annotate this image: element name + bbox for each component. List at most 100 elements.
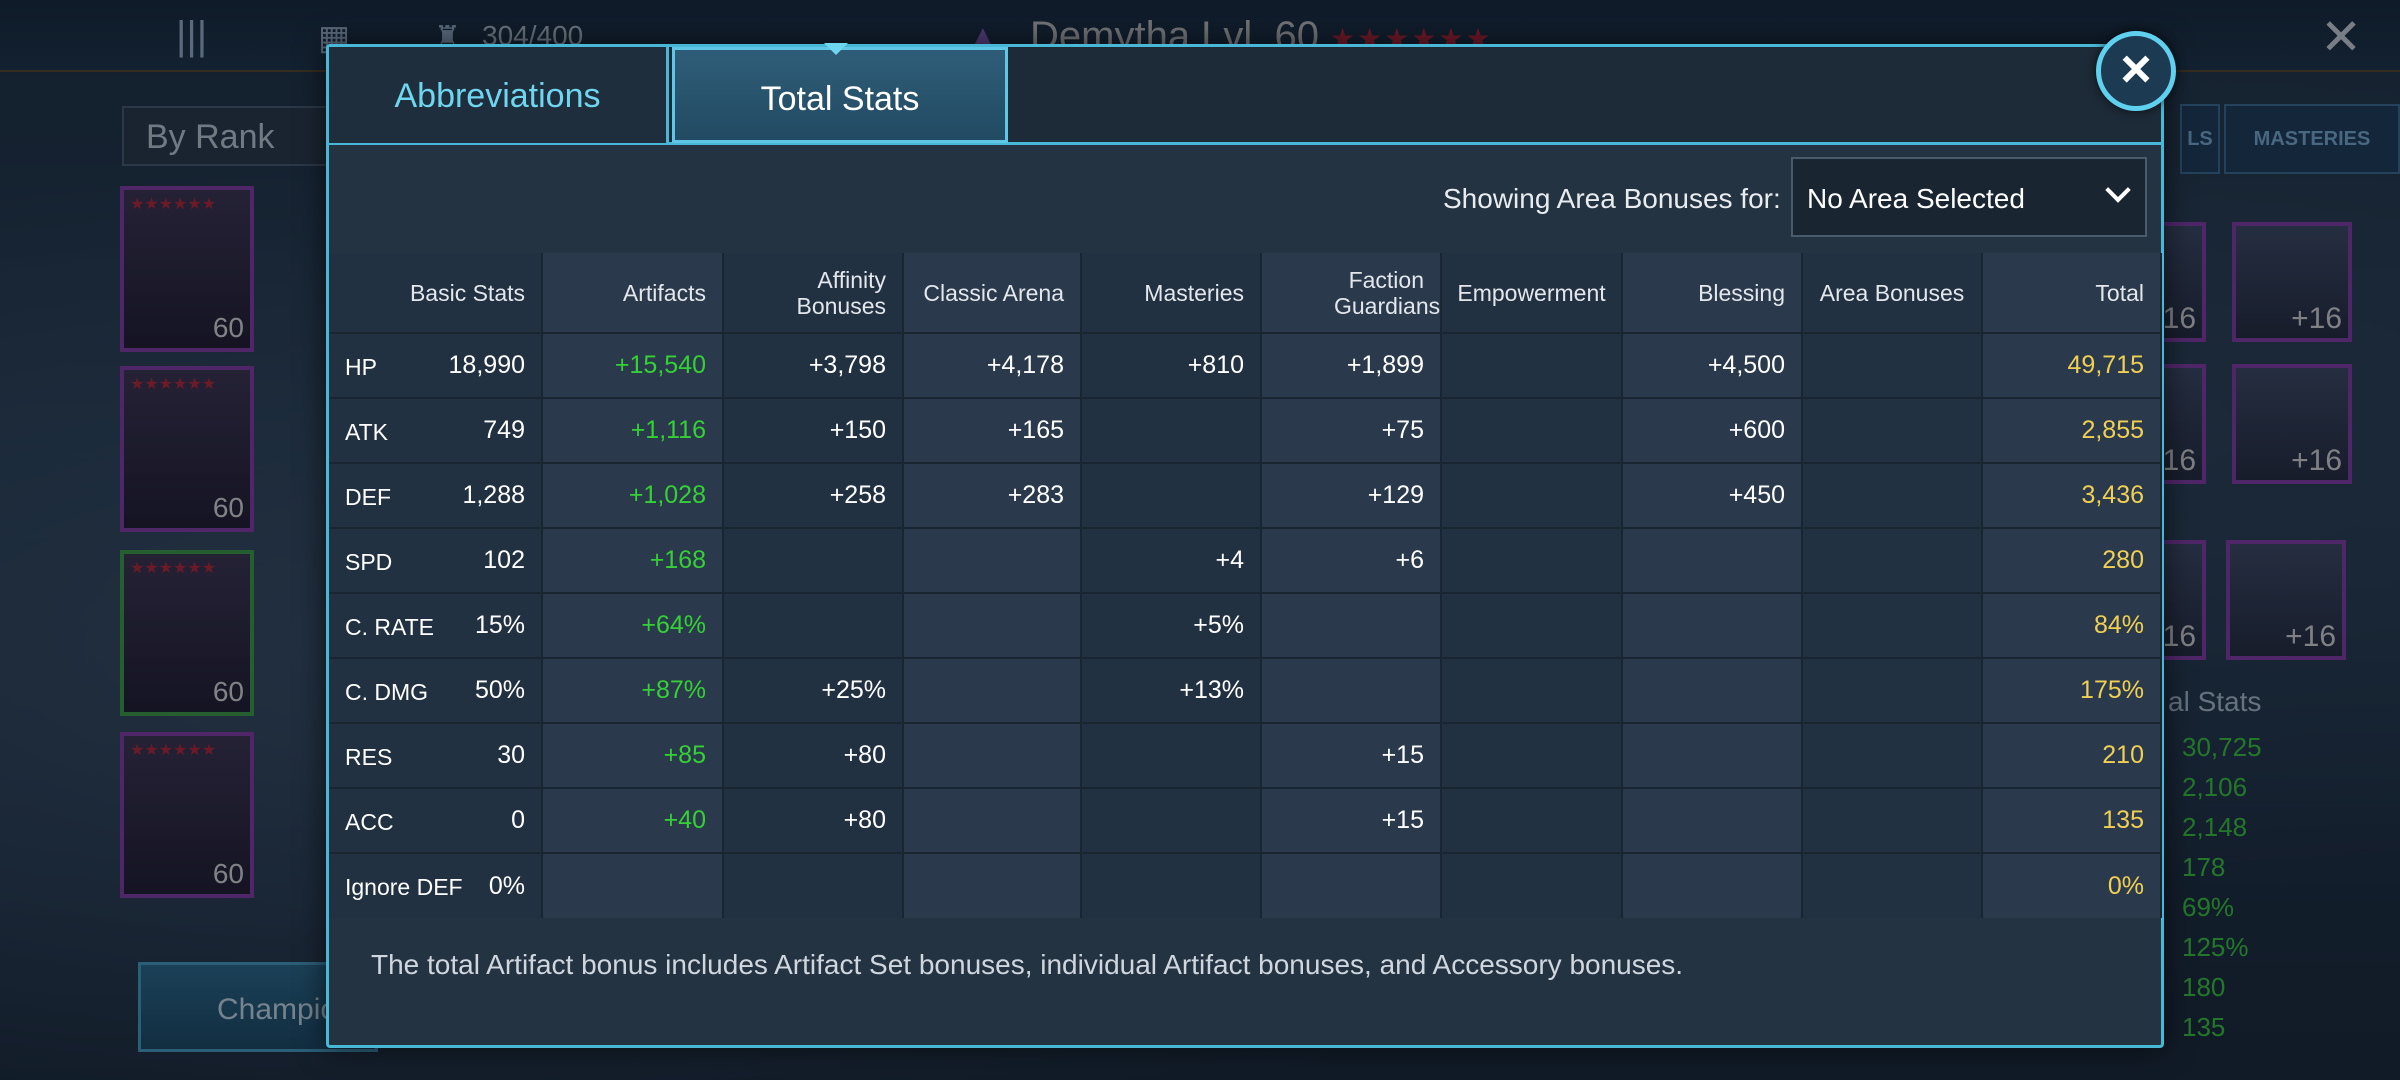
stat-cell — [1081, 397, 1262, 463]
stat-cell — [1802, 852, 1983, 918]
column-header: Total — [1982, 253, 2162, 333]
stat-cell: +4,178 — [903, 332, 1082, 398]
stat-value: 102 — [483, 546, 525, 574]
stat-cell — [723, 527, 904, 593]
stat-value: 15% — [474, 611, 525, 639]
stat-cell — [1622, 592, 1803, 658]
basic-stat-cell: RES 30 — [329, 722, 543, 788]
gear-slot[interactable]: +16 — [2232, 222, 2352, 342]
stat-cell — [1622, 657, 1803, 723]
stat-cell: +6 — [1261, 527, 1442, 593]
champion-card-stars: ★★★★★★ — [130, 376, 217, 393]
close-icon[interactable]: × — [2096, 31, 2176, 111]
stat-value: 0 — [511, 806, 525, 834]
table-row: ATK 749 +1,116 +150 +165 +75 +600 2,855 — [329, 397, 2162, 463]
stat-label: C. DMG — [345, 679, 429, 705]
stat-cell — [1622, 527, 1803, 593]
stat-cell — [903, 657, 1082, 723]
stat-value: 50% — [474, 676, 525, 704]
stat-label: Ignore DEF — [345, 874, 463, 900]
stat-cell — [903, 592, 1082, 658]
basic-stat-cell: Ignore DEF 0% — [329, 852, 543, 918]
stat-cell: +75 — [1261, 397, 1442, 463]
stat-cell — [1261, 852, 1442, 918]
area-bonus-label: Showing Area Bonuses for: — [1443, 183, 1781, 214]
stat-cell — [1441, 722, 1623, 788]
stat-cell: +150 — [723, 397, 904, 463]
stat-cell: +5% — [1081, 592, 1262, 658]
stat-label: C. RATE — [345, 614, 435, 640]
stat-label: ACC — [345, 809, 394, 835]
stat-value: 18,990 — [448, 351, 525, 379]
stat-cell: +283 — [903, 462, 1082, 528]
active-tab-indicator — [824, 43, 848, 55]
champion-card-selected[interactable]: ★★★★★★ 60 — [120, 550, 254, 716]
menu-icon[interactable]: ||| — [176, 14, 208, 58]
gear-slot[interactable]: +16 — [2226, 540, 2346, 660]
side-stat-value: 30,725 — [2182, 732, 2262, 762]
stat-cell: +258 — [723, 462, 904, 528]
tab-partial[interactable]: LS — [2180, 104, 2220, 174]
column-header: Empowerment — [1441, 253, 1623, 333]
stat-cell — [1441, 397, 1623, 463]
stat-label: HP — [345, 354, 377, 380]
side-total-stats: al Stats 30,725 2,106 2,148 178 69% 125%… — [2160, 686, 2400, 1052]
stat-value: 749 — [483, 416, 525, 444]
stat-cell — [1622, 722, 1803, 788]
stat-cell: +600 — [1622, 397, 1803, 463]
stat-cell — [903, 852, 1082, 918]
champion-card[interactable]: ★★★★★★ 60 — [120, 186, 254, 352]
stat-cell: +25% — [723, 657, 904, 723]
side-stat-value: 180 — [2182, 972, 2226, 1002]
screen-close-icon[interactable]: ✕ — [2320, 9, 2362, 65]
stat-cell: +15 — [1261, 722, 1442, 788]
basic-stat-cell: ATK 749 — [329, 397, 543, 463]
column-header: Faction Guardians — [1261, 253, 1442, 333]
table-row: ACC 0 +40 +80 +15 135 — [329, 787, 2162, 853]
gear-slot[interactable]: +16 — [2232, 364, 2352, 484]
stat-cell: +80 — [723, 787, 904, 853]
table-row: C. DMG 50% +87% +25% +13% 175% — [329, 657, 2162, 723]
stat-label: RES — [345, 744, 393, 770]
table-row: HP 18,990 +15,540 +3,798 +4,178 +810 +1,899 +4,… — [329, 332, 2162, 398]
champion-level: 60 — [212, 492, 244, 523]
stat-cell: 210 — [1982, 722, 2162, 788]
column-header: Affinity Bonuses — [723, 253, 904, 333]
stat-cell: +13% — [1081, 657, 1262, 723]
stat-cell — [1802, 462, 1983, 528]
tab-abbreviations[interactable]: Abbreviations — [329, 47, 669, 143]
stat-cell: +64% — [542, 592, 724, 658]
stat-cell: +165 — [903, 397, 1082, 463]
stat-cell — [1441, 527, 1623, 593]
table-row: RES 30 +85 +80 +15 210 — [329, 722, 2162, 788]
tab-total-stats[interactable]: Total Stats — [672, 47, 1008, 143]
stat-cell: +15,540 — [542, 332, 724, 398]
stat-value: 0% — [488, 871, 525, 900]
champion-card-stars: ★★★★★★ — [130, 560, 217, 577]
stat-cell — [1802, 332, 1983, 398]
area-select-dropdown[interactable]: No Area Selected — [1791, 157, 2147, 237]
stat-cell: +87% — [542, 657, 724, 723]
column-header: Basic Stats — [329, 253, 543, 333]
stat-cell: +85 — [542, 722, 724, 788]
champion-card[interactable]: ★★★★★★ 60 — [120, 366, 254, 532]
stat-cell — [1081, 462, 1262, 528]
table-row: SPD 102 +168 +4 +6 280 — [329, 527, 2162, 593]
basic-stat-cell: HP 18,990 — [329, 332, 543, 398]
stat-cell: +4,500 — [1622, 332, 1803, 398]
stat-cell: +1,899 — [1261, 332, 1442, 398]
stat-label: ATK — [345, 419, 389, 445]
stat-cell — [1802, 397, 1983, 463]
stat-cell: 0% — [1982, 852, 2162, 918]
table-row: Ignore DEF 0% 0% — [329, 852, 2162, 918]
champion-card[interactable]: ★★★★★★ 60 — [120, 732, 254, 898]
stat-cell — [1802, 657, 1983, 723]
basic-stat-cell: DEF 1,288 — [329, 462, 543, 528]
stat-cell — [723, 592, 904, 658]
table-row: C. RATE 15% +64% +5% 84% — [329, 592, 2162, 658]
champion-level: 60 — [212, 312, 244, 343]
tab-masteries[interactable]: MASTERIES — [2224, 104, 2400, 174]
stat-label: SPD — [345, 549, 393, 575]
champion-card-stars: ★★★★★★ — [130, 196, 217, 213]
column-header: Masteries — [1081, 253, 1262, 333]
